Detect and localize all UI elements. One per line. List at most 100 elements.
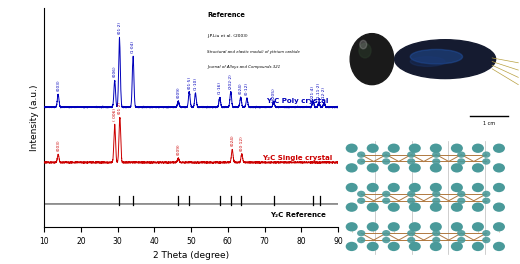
Circle shape xyxy=(451,202,463,212)
Circle shape xyxy=(482,158,490,165)
Text: (003): (003) xyxy=(56,139,60,151)
Ellipse shape xyxy=(360,40,367,49)
Circle shape xyxy=(482,197,490,204)
Circle shape xyxy=(432,237,440,243)
Circle shape xyxy=(430,222,442,232)
Circle shape xyxy=(430,163,442,173)
Text: (009): (009) xyxy=(176,143,180,155)
Circle shape xyxy=(451,163,463,173)
Circle shape xyxy=(409,163,421,173)
Circle shape xyxy=(409,222,421,232)
Text: (01·2): (01·2) xyxy=(118,101,122,114)
Text: Journal of Alloys and Compounds 321: Journal of Alloys and Compounds 321 xyxy=(207,65,280,69)
Text: (21·4): (21·4) xyxy=(311,85,315,98)
Text: (01·2): (01·2) xyxy=(118,21,122,34)
Circle shape xyxy=(432,152,440,158)
Circle shape xyxy=(382,230,391,236)
Text: J.P.Liu et al. (2003): J.P.Liu et al. (2003) xyxy=(207,34,248,38)
Text: (01·5): (01·5) xyxy=(187,76,191,89)
Circle shape xyxy=(482,191,490,197)
Circle shape xyxy=(382,158,391,165)
Text: (024): (024) xyxy=(230,135,234,146)
Circle shape xyxy=(482,237,490,243)
Circle shape xyxy=(407,191,415,197)
Circle shape xyxy=(382,237,391,243)
Circle shape xyxy=(407,230,415,236)
Circle shape xyxy=(357,158,366,165)
Circle shape xyxy=(382,191,391,197)
Circle shape xyxy=(357,237,366,243)
Circle shape xyxy=(493,144,505,153)
Circle shape xyxy=(357,152,366,158)
Circle shape xyxy=(357,197,366,204)
Circle shape xyxy=(472,163,484,173)
Circle shape xyxy=(457,152,465,158)
Circle shape xyxy=(407,197,415,204)
Text: Y₂C Poly crystal: Y₂C Poly crystal xyxy=(266,98,329,104)
Circle shape xyxy=(367,202,379,212)
Text: (009): (009) xyxy=(176,86,180,98)
Circle shape xyxy=(409,202,421,212)
Circle shape xyxy=(451,183,463,192)
Circle shape xyxy=(388,183,400,192)
Text: (00·12): (00·12) xyxy=(240,135,244,151)
Ellipse shape xyxy=(350,34,394,85)
Circle shape xyxy=(451,222,463,232)
Circle shape xyxy=(430,242,442,251)
Ellipse shape xyxy=(359,43,371,58)
Circle shape xyxy=(409,242,421,251)
Circle shape xyxy=(407,158,415,165)
Circle shape xyxy=(367,222,379,232)
X-axis label: 2 Theta (degree): 2 Theta (degree) xyxy=(153,251,229,260)
Circle shape xyxy=(367,144,379,153)
Circle shape xyxy=(432,230,440,236)
Circle shape xyxy=(457,158,465,165)
Text: (0·12): (0·12) xyxy=(245,82,249,95)
Text: (1·04): (1·04) xyxy=(131,40,135,53)
Ellipse shape xyxy=(410,49,463,64)
Circle shape xyxy=(357,230,366,236)
Circle shape xyxy=(482,152,490,158)
Circle shape xyxy=(493,242,505,251)
Circle shape xyxy=(388,144,400,153)
Circle shape xyxy=(472,183,484,192)
Circle shape xyxy=(367,183,379,192)
Text: (12·2): (12·2) xyxy=(322,87,326,100)
Circle shape xyxy=(472,242,484,251)
Y-axis label: Intensity (a.u.): Intensity (a.u.) xyxy=(30,84,38,151)
Circle shape xyxy=(346,183,358,192)
Text: (024): (024) xyxy=(239,82,243,94)
Text: Y₂C Reference: Y₂C Reference xyxy=(270,212,326,218)
Circle shape xyxy=(457,191,465,197)
Circle shape xyxy=(346,144,358,153)
Text: (1,11·2): (1,11·2) xyxy=(317,82,321,99)
Circle shape xyxy=(493,202,505,212)
Circle shape xyxy=(357,191,366,197)
Circle shape xyxy=(382,197,391,204)
Text: (1·16): (1·16) xyxy=(218,81,222,95)
Circle shape xyxy=(493,222,505,232)
Circle shape xyxy=(493,163,505,173)
Circle shape xyxy=(451,242,463,251)
Circle shape xyxy=(407,152,415,158)
Circle shape xyxy=(451,144,463,153)
Circle shape xyxy=(367,242,379,251)
Circle shape xyxy=(388,202,400,212)
Text: ( 006): ( 006) xyxy=(113,108,116,121)
Circle shape xyxy=(409,183,421,192)
Circle shape xyxy=(472,144,484,153)
Circle shape xyxy=(432,191,440,197)
Circle shape xyxy=(346,202,358,212)
Circle shape xyxy=(432,197,440,204)
Text: (006): (006) xyxy=(113,65,116,77)
Text: Reference: Reference xyxy=(207,12,245,18)
Circle shape xyxy=(407,237,415,243)
Text: (202·2): (202·2) xyxy=(229,73,233,89)
Text: Y₂C Single crystal: Y₂C Single crystal xyxy=(263,155,333,161)
Circle shape xyxy=(430,202,442,212)
Text: (205): (205) xyxy=(272,87,276,98)
Circle shape xyxy=(457,230,465,236)
Circle shape xyxy=(367,163,379,173)
Circle shape xyxy=(430,183,442,192)
Circle shape xyxy=(346,222,358,232)
